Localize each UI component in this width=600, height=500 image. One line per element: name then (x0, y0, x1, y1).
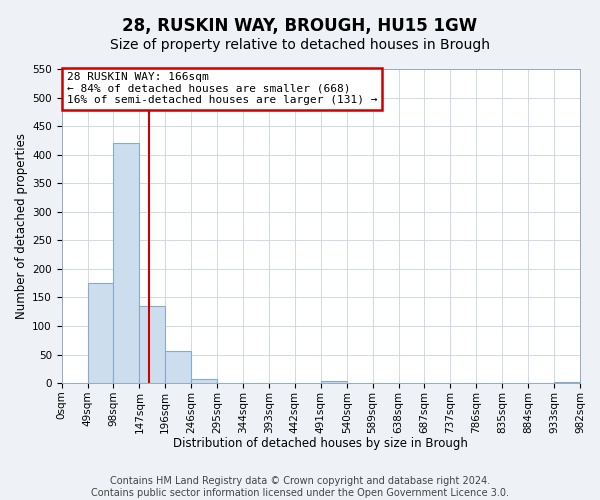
X-axis label: Distribution of detached houses by size in Brough: Distribution of detached houses by size … (173, 437, 468, 450)
Y-axis label: Number of detached properties: Number of detached properties (15, 133, 28, 319)
Bar (191, 379, 217, 383)
Bar (139, 306, 166, 383)
Text: 28 RUSKIN WAY: 166sqm
← 84% of detached houses are smaller (668)
16% of semi-det: 28 RUSKIN WAY: 166sqm ← 84% of detached … (67, 72, 377, 106)
Bar (166, 350, 191, 383)
Bar (321, 382, 347, 383)
Bar (554, 382, 580, 383)
Text: Contains HM Land Registry data © Crown copyright and database right 2024.
Contai: Contains HM Land Registry data © Crown c… (91, 476, 509, 498)
Bar (88, 283, 113, 383)
Bar (113, 143, 139, 383)
Text: Size of property relative to detached houses in Brough: Size of property relative to detached ho… (110, 38, 490, 52)
Text: 28, RUSKIN WAY, BROUGH, HU15 1GW: 28, RUSKIN WAY, BROUGH, HU15 1GW (122, 18, 478, 36)
